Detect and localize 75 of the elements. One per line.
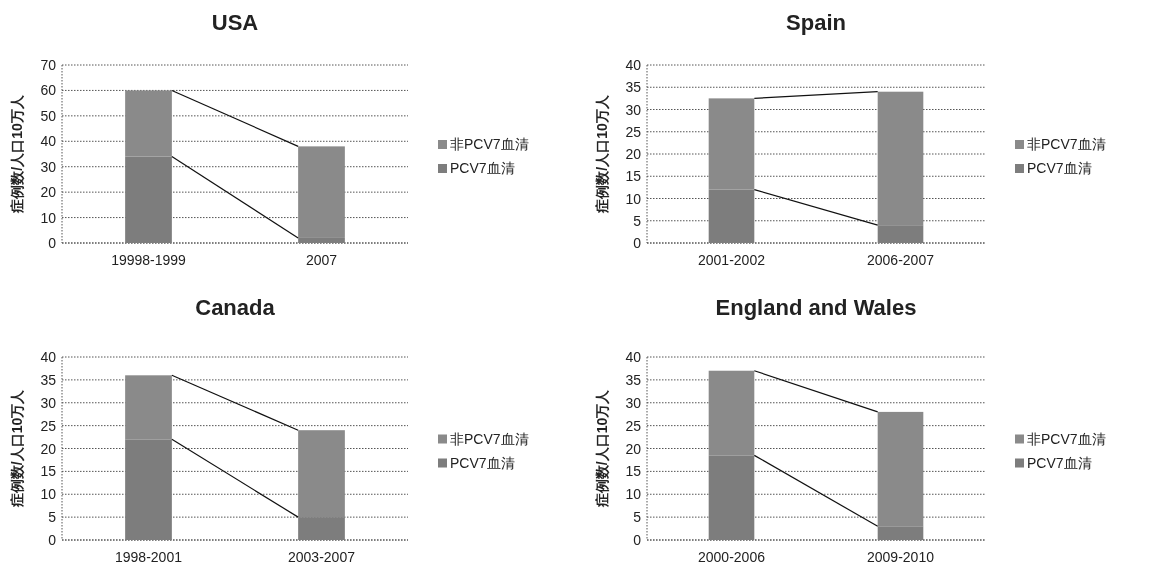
x-tick-label: 2000-2006 — [698, 549, 766, 565]
y-tick-label: 15 — [625, 463, 642, 480]
y-tick-label: 60 — [40, 82, 57, 99]
y-tick-label: 30 — [40, 158, 57, 175]
y-tick-label: 35 — [40, 371, 57, 388]
bar — [125, 439, 172, 540]
y-tick-label: 10 — [40, 209, 57, 226]
x-tick-label: 1998-2001 — [115, 549, 183, 565]
bar — [708, 189, 755, 243]
x-tick-label: 2007 — [305, 252, 338, 268]
y-tick-label: 40 — [40, 133, 57, 150]
y-tick-label: 15 — [625, 168, 642, 185]
legend-label: 非PCV7血清 — [1027, 430, 1106, 447]
bar — [877, 91, 924, 226]
y-tick-label: 40 — [625, 349, 642, 365]
y-tick-label: 0 — [633, 532, 642, 548]
legend-label: 非PCV7血清 — [1027, 136, 1106, 152]
bar — [708, 98, 755, 190]
y-tick-label: 25 — [40, 417, 57, 434]
bar — [877, 411, 924, 527]
chart-title: Spain — [786, 10, 846, 35]
y-tick-label: 30 — [625, 101, 642, 118]
y-tick-label: 35 — [625, 79, 642, 96]
bar — [298, 146, 345, 238]
x-tick-label: 2009-2010 — [867, 549, 935, 565]
y-tick-label: 10 — [40, 486, 57, 503]
x-tick-label: 2003-2007 — [288, 549, 356, 565]
y-tick-label: 10 — [625, 190, 642, 207]
legend-label: 非PCV7血清 — [450, 430, 529, 447]
y-axis-title: 症例数/人口10万人 — [9, 94, 25, 214]
legend-label: PCV7血清 — [1027, 160, 1092, 176]
x-tick-label: 2001-2002 — [698, 252, 766, 268]
y-axis-title: 症例数/人口10万人 — [594, 388, 610, 509]
y-tick-label: 30 — [625, 394, 642, 411]
y-tick-label: 0 — [633, 235, 642, 251]
bar — [298, 517, 345, 540]
y-tick-label: 40 — [625, 57, 642, 73]
y-tick-label: 25 — [625, 123, 642, 140]
bar — [298, 430, 345, 518]
y-tick-label: 40 — [40, 349, 57, 365]
y-tick-label: 20 — [40, 440, 57, 457]
chart-title: USA — [211, 10, 259, 35]
bar — [877, 526, 924, 540]
legend-label: PCV7血清 — [450, 160, 515, 176]
chart-title: Canada — [195, 295, 276, 320]
y-tick-label: 20 — [625, 146, 642, 162]
y-tick-label: 0 — [48, 235, 57, 251]
y-tick-label: 5 — [633, 509, 642, 526]
y-axis-title: 症例数/人口10万人 — [594, 94, 610, 214]
y-tick-label: 10 — [625, 486, 642, 503]
bar — [708, 370, 755, 456]
bar — [125, 156, 172, 243]
chart-title: England and Wales — [715, 295, 917, 320]
y-tick-label: 35 — [625, 371, 642, 388]
bar — [298, 237, 345, 243]
y-axis-title: 症例数/人口10万人 — [9, 388, 25, 509]
bar — [877, 225, 924, 243]
x-tick-label: 2006-2007 — [867, 252, 935, 268]
bar — [125, 90, 172, 157]
y-tick-label: 20 — [625, 440, 642, 457]
legend-label: PCV7血清 — [1027, 454, 1092, 471]
y-tick-label: 50 — [40, 107, 57, 124]
y-tick-label: 30 — [40, 394, 57, 411]
y-tick-label: 25 — [625, 417, 642, 434]
bar — [125, 375, 172, 440]
y-tick-label: 15 — [40, 463, 57, 480]
bar — [708, 455, 755, 540]
legend-label: 非PCV7血清 — [450, 136, 529, 152]
legend-label: PCV7血清 — [450, 454, 515, 471]
y-tick-label: 70 — [40, 57, 57, 73]
x-tick-label: 19998-1999 — [111, 252, 187, 268]
y-tick-label: 0 — [48, 532, 57, 548]
y-tick-label: 20 — [40, 184, 57, 201]
y-tick-label: 5 — [48, 509, 57, 526]
y-tick-label: 5 — [633, 212, 642, 229]
